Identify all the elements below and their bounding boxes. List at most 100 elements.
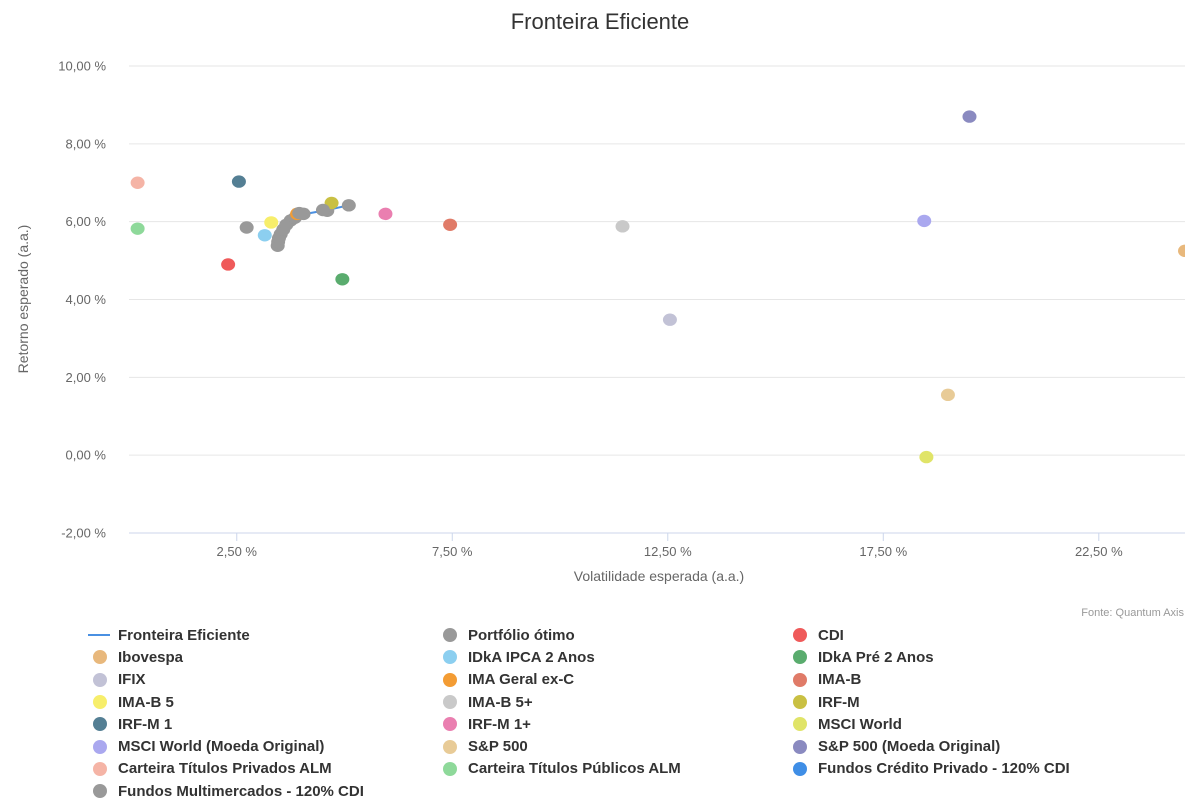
legend-label: Fundos Crédito Privado - 120% CDI (818, 760, 1070, 778)
legend-label: Carteira Títulos Públicos ALM (468, 760, 681, 778)
legend-label: IMA-B 5 (118, 693, 174, 711)
x-tick-label: 12,50 % (644, 544, 692, 559)
series-msci-world-moeda-original (917, 214, 932, 228)
y-tick-label: 0,00 % (66, 448, 107, 463)
point-ibovespa[interactable] (1178, 244, 1185, 258)
legend-item-ifix[interactable]: IFIX (88, 669, 438, 691)
series-ima-b-5 (615, 220, 630, 233)
point-msci-world-moeda-original[interactable] (917, 214, 932, 228)
dot-symbol-icon (438, 761, 462, 776)
legend-item-irf-m-1[interactable]: IRF-M 1+ (438, 713, 788, 735)
legend-item-ima-b-5[interactable]: IMA-B 5+ (438, 691, 788, 713)
legend-item-ima-geral-ex-c[interactable]: IMA Geral ex-C (438, 669, 788, 691)
legend-label: IDkA IPCA 2 Anos (468, 648, 595, 666)
point-cdi[interactable] (221, 258, 236, 271)
legend-item-msci-world-moeda-original[interactable]: MSCI World (Moeda Original) (88, 735, 438, 757)
dot-symbol-icon (438, 717, 462, 732)
point-ima-b[interactable] (443, 218, 458, 231)
legend-label: IMA Geral ex-C (468, 671, 575, 689)
dot-symbol-icon (88, 650, 112, 665)
point-carteira-titulos-privados-alm[interactable] (130, 176, 145, 189)
legend-item-idka-pre-2-anos[interactable]: IDkA Pré 2 Anos (788, 646, 1138, 668)
y-tick-label: -2,00 % (61, 526, 106, 541)
point-irf-m-1[interactable] (378, 207, 393, 221)
y-axis-ticks: 10,00 % 8,00 % 6,00 % 4,00 % 2,00 % 0,00 % -2,… (58, 59, 106, 541)
x-axis-ticks: 2,50 % 7,50 % 12,50 % 17,50 % 22,50 % (217, 533, 1123, 559)
dot-symbol-icon (88, 784, 112, 799)
dot-symbol-icon (788, 761, 812, 776)
point-idka-ipca-2-anos[interactable] (257, 229, 272, 242)
point-portfolio-otimo[interactable] (341, 199, 356, 212)
series-carteira-titulos-privados-alm (130, 176, 145, 189)
series-irf-m-1 (231, 175, 246, 188)
dot-symbol-icon (788, 739, 812, 754)
point-msci-world[interactable] (919, 450, 934, 464)
dot-symbol-icon (438, 739, 462, 754)
legend-item-portfolio-otimo[interactable]: Portfólio ótimo (438, 624, 788, 646)
point-carteira-titulos-publicos-alm[interactable] (130, 222, 145, 235)
legend-label: S&P 500 (468, 738, 528, 756)
dot-symbol-icon (438, 695, 462, 710)
legend-label: CDI (818, 626, 844, 644)
y-tick-label: 10,00 % (58, 59, 106, 74)
legend-item-ima-b[interactable]: IMA-B (788, 669, 1138, 691)
dot-symbol-icon (438, 628, 462, 643)
series-ima-b (443, 218, 458, 231)
legend-label: IFIX (118, 671, 146, 689)
dot-symbol-icon (788, 717, 812, 732)
legend-item-idka-ipca-2-anos[interactable]: IDkA IPCA 2 Anos (438, 646, 788, 668)
series-idka-pre-2-anos (335, 273, 350, 286)
legend-item-s-p-500-moeda-original[interactable]: S&P 500 (Moeda Original) (788, 735, 1138, 757)
legend-label: IRF-M 1+ (468, 715, 531, 733)
series-carteira-titulos-publicos-alm (130, 222, 145, 235)
legend-item-irf-m[interactable]: IRF-M (788, 691, 1138, 713)
point-s-p-500[interactable] (940, 388, 955, 402)
legend-item-s-p-500[interactable]: S&P 500 (438, 735, 788, 757)
legend-label: IMA-B (818, 671, 862, 689)
legend-label: IDkA Pré 2 Anos (818, 648, 934, 666)
legend-item-fronteira-eficiente[interactable]: Fronteira Eficiente (88, 624, 438, 646)
point-portfolio-otimo[interactable] (239, 221, 254, 234)
point-fundos-multimercados-120-cdi[interactable] (292, 206, 307, 220)
legend-item-cdi[interactable]: CDI (788, 624, 1138, 646)
legend-item-carteira-titulos-publicos-alm[interactable]: Carteira Títulos Públicos ALM (438, 758, 788, 780)
legend-item-fundos-multimercados-120-cdi[interactable]: Fundos Multimercados - 120% CDI (88, 780, 438, 802)
legend-label: Fronteira Eficiente (118, 626, 250, 644)
legend-item-ima-b-5[interactable]: IMA-B 5 (88, 691, 438, 713)
point-irf-m-1[interactable] (231, 175, 246, 188)
series-ima-b-5 (264, 216, 279, 229)
chart-title: Fronteira Eficiente (511, 9, 690, 34)
legend-item-fundos-credito-privado-120-cdi[interactable]: Fundos Crédito Privado - 120% CDI (788, 758, 1138, 780)
y-tick-label: 8,00 % (66, 136, 107, 151)
dot-symbol-icon (788, 695, 812, 710)
point-idka-pre-2-anos[interactable] (335, 273, 350, 286)
point-s-p-500-moeda-original[interactable] (962, 110, 977, 123)
series-ifix (662, 313, 677, 326)
legend-item-carteira-titulos-privados-alm[interactable]: Carteira Títulos Privados ALM (88, 758, 438, 780)
y-tick-label: 6,00 % (66, 214, 107, 229)
dot-symbol-icon (788, 672, 812, 687)
chart-legend: Fronteira Eficiente Portfólio ótimo CDI Ibo… (88, 624, 1178, 802)
point-fundos-multimercados-120-cdi[interactable] (315, 203, 330, 217)
point-ima-b-5[interactable] (264, 216, 279, 229)
legend-item-msci-world[interactable]: MSCI World (788, 713, 1138, 735)
series-msci-world (919, 450, 934, 464)
point-ifix[interactable] (662, 313, 677, 326)
x-tick-label: 2,50 % (217, 544, 258, 559)
series-portfolio-otimo (239, 199, 356, 252)
line-symbol-icon (88, 628, 112, 642)
y-tick-label: 4,00 % (66, 292, 107, 307)
legend-label: MSCI World (818, 715, 902, 733)
legend-item-ibovespa[interactable]: Ibovespa (88, 646, 438, 668)
point-ima-b-5[interactable] (615, 220, 630, 233)
series-s-p-500 (940, 388, 955, 402)
x-tick-label: 22,50 % (1075, 544, 1123, 559)
series-cdi (221, 258, 236, 271)
legend-item-irf-m-1[interactable]: IRF-M 1 (88, 713, 438, 735)
series-s-p-500-moeda-original (962, 110, 977, 123)
dot-symbol-icon (88, 672, 112, 687)
series-idka-ipca-2-anos (257, 229, 272, 242)
dot-symbol-icon (88, 739, 112, 754)
y-axis-title: Retorno esperado (a.a.) (15, 225, 31, 374)
